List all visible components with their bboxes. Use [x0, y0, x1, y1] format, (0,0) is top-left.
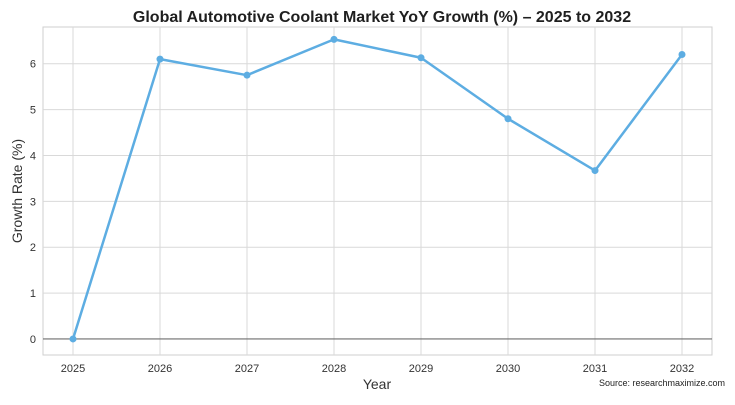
source-note: Source: researchmaximize.com: [599, 378, 725, 388]
y-tick-label-1: 1: [30, 288, 36, 300]
data-point-2026: [156, 55, 164, 63]
y-tick-label-3: 3: [30, 196, 36, 208]
x-tick-label-2029: 2029: [409, 363, 433, 375]
x-tick-label-2030: 2030: [496, 363, 520, 375]
y-tick-label-4: 4: [30, 150, 36, 162]
y-tick-label-layer: 0 1 2 3 4 5 6: [30, 59, 36, 346]
data-point-2028: [330, 35, 338, 43]
data-point-2032: [678, 51, 686, 59]
x-tick-label-2025: 2025: [61, 363, 85, 375]
data-point-2030: [504, 115, 512, 123]
x-tick-label-2027: 2027: [235, 363, 259, 375]
series-layer: [69, 35, 686, 343]
data-point-2031: [591, 167, 599, 175]
series-line-1: [71, 38, 684, 341]
y-tick-label-0: 0: [30, 334, 36, 346]
y-tick-label-5: 5: [30, 105, 36, 117]
x-tick-label-layer: 2025 2026 2027 2028 2029 2030 2031 2032: [61, 363, 694, 375]
y-tick-label-6: 6: [30, 59, 36, 71]
x-tick-label-2032: 2032: [670, 363, 694, 375]
x-tick-label-2031: 2031: [583, 363, 607, 375]
y-tick-label-2: 2: [30, 242, 36, 254]
data-point-2027: [243, 71, 251, 79]
data-point-2025: [69, 335, 77, 343]
x-tick-label-2028: 2028: [322, 363, 346, 375]
plot-area-frame: [42, 26, 713, 356]
x-tick-label-2026: 2026: [148, 363, 172, 375]
y-axis-label: Growth Rate (%): [9, 139, 25, 243]
x-axis-label: Year: [363, 376, 392, 392]
grid-layer: [43, 27, 712, 355]
chart-title: Global Automotive Coolant Market YoY Gro…: [133, 9, 631, 26]
data-point-2029: [417, 54, 425, 62]
